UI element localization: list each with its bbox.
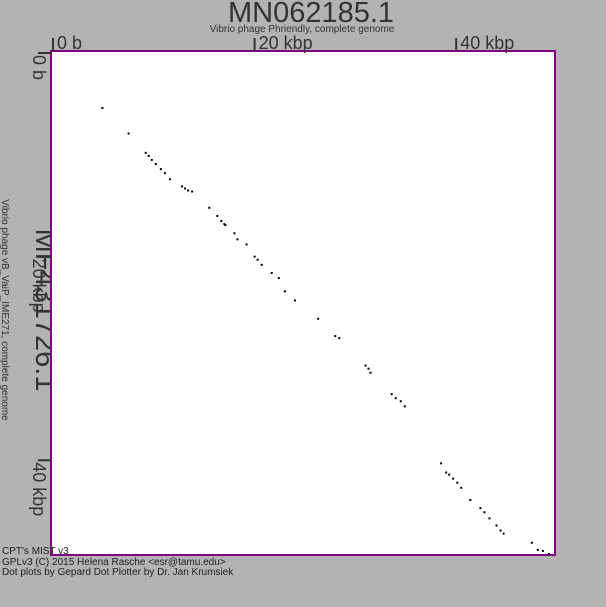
match-dot: [456, 481, 459, 484]
match-dot: [277, 277, 280, 280]
credit-line: Dot plots by Gepard Dot Plotter by Dr. J…: [2, 567, 234, 578]
match-dot: [208, 206, 211, 209]
match-dot: [483, 511, 486, 514]
match-dot: [399, 400, 402, 403]
match-dot: [338, 337, 341, 340]
match-dot: [479, 507, 482, 510]
match-dot: [127, 132, 130, 135]
match-dot: [181, 185, 184, 188]
match-dot: [147, 154, 150, 157]
match-dot: [452, 477, 455, 480]
x-tick-label: 40 kbp: [460, 33, 514, 53]
match-dot: [159, 168, 162, 171]
match-dot: [223, 223, 226, 226]
match-dot: [245, 243, 248, 246]
x-tick-label: 0 b: [57, 33, 82, 53]
match-dot: [445, 471, 448, 474]
match-dot: [168, 178, 171, 181]
credits: CPT's MIST v3 GPLv3 (C) 2015 Helena Rasc…: [2, 546, 234, 579]
match-dot: [403, 405, 406, 408]
match-dot: [369, 371, 372, 374]
match-dot: [460, 486, 463, 489]
match-dot: [448, 473, 451, 476]
match-dot: [253, 255, 256, 258]
match-dot: [334, 335, 337, 338]
match-dot: [367, 367, 370, 370]
credit-line: GPLv3 (C) 2015 Helena Rasche <esr@tamu.e…: [2, 556, 226, 568]
chart-subtitle: Vibrio phage Phriendly, complete genome: [210, 24, 395, 35]
match-dot: [499, 529, 502, 532]
match-dot: [440, 462, 443, 465]
match-dot: [256, 258, 259, 261]
match-dot: [547, 552, 550, 555]
match-dot: [495, 524, 498, 527]
match-dot: [364, 364, 367, 367]
match-dot: [187, 189, 190, 192]
match-dot: [469, 499, 472, 502]
match-dot: [144, 151, 147, 154]
match-dot: [536, 548, 539, 551]
match-dot: [394, 397, 397, 400]
match-dot: [233, 232, 236, 235]
match-dot: [101, 107, 104, 110]
chart-title: MN062185.1: [228, 0, 394, 29]
match-dot: [236, 238, 239, 241]
x-axis: 0 b 20 kbp 40 kbp: [52, 33, 514, 53]
y-axis-subtitle: Vibrio phage vB_VaiP_IME271, complete ge…: [0, 199, 10, 421]
match-dot: [150, 158, 153, 161]
match-dot: [502, 532, 505, 535]
match-dot: [317, 317, 320, 320]
match-dot: [216, 214, 219, 217]
match-dot: [488, 517, 491, 520]
match-dot: [154, 163, 157, 166]
plot-area: [50, 50, 556, 556]
match-dot: [163, 172, 166, 175]
match-dot: [293, 299, 296, 302]
match-dot: [260, 263, 263, 266]
y-tick-label: 20 kbp: [29, 259, 49, 313]
y-axis: 0 b 20 kbp 40 kbp: [29, 52, 51, 516]
match-dot: [541, 549, 544, 552]
match-dot: [220, 220, 223, 223]
match-dot: [224, 224, 227, 227]
credit-line: CPT's MIST v3: [2, 546, 69, 557]
match-dot: [530, 541, 533, 544]
dot-series: [101, 107, 550, 555]
x-tick-label: 20 kbp: [259, 33, 313, 53]
match-dot: [283, 290, 286, 293]
y-tick-label: 40 kbp: [29, 462, 49, 516]
match-dot: [184, 187, 187, 190]
y-tick-label: 0 b: [29, 55, 49, 80]
match-dot: [191, 190, 194, 193]
match-dot: [390, 393, 393, 396]
match-dot: [270, 271, 273, 274]
